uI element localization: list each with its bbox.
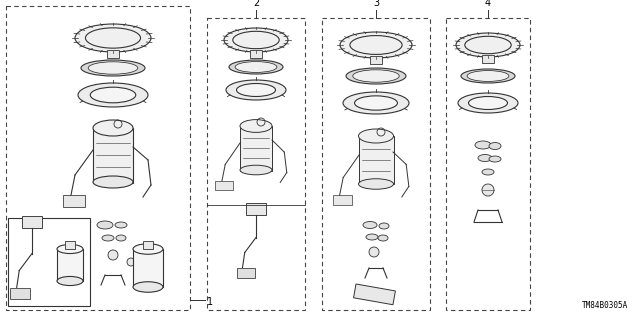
Ellipse shape	[346, 68, 406, 84]
Text: 1: 1	[207, 297, 213, 307]
Bar	[482, 55, 494, 63]
Ellipse shape	[81, 60, 145, 76]
Ellipse shape	[78, 83, 148, 107]
Ellipse shape	[233, 31, 279, 49]
Ellipse shape	[458, 93, 518, 113]
Bar	[57, 249, 83, 281]
Ellipse shape	[133, 282, 163, 292]
Ellipse shape	[133, 244, 163, 254]
Ellipse shape	[456, 33, 520, 57]
Ellipse shape	[229, 60, 283, 74]
Bar	[333, 195, 351, 205]
Ellipse shape	[226, 80, 286, 100]
Ellipse shape	[468, 97, 508, 109]
Ellipse shape	[482, 169, 494, 175]
Ellipse shape	[358, 179, 394, 189]
Ellipse shape	[86, 28, 141, 48]
Bar	[143, 241, 153, 249]
Text: 4: 4	[485, 0, 491, 8]
Bar	[65, 241, 75, 249]
Ellipse shape	[240, 120, 272, 132]
Circle shape	[369, 247, 379, 257]
Ellipse shape	[237, 84, 275, 97]
Bar	[93, 128, 133, 183]
Ellipse shape	[57, 277, 83, 286]
Ellipse shape	[355, 96, 397, 110]
Ellipse shape	[57, 244, 83, 254]
Ellipse shape	[366, 234, 378, 240]
Bar	[8, 218, 90, 306]
Text: 3: 3	[373, 0, 379, 8]
Ellipse shape	[350, 36, 402, 55]
Ellipse shape	[102, 235, 114, 241]
Bar	[359, 136, 394, 184]
Bar	[63, 195, 85, 207]
Ellipse shape	[489, 143, 501, 150]
Ellipse shape	[97, 221, 113, 229]
Bar	[216, 181, 234, 190]
Ellipse shape	[235, 62, 277, 72]
Circle shape	[108, 250, 118, 260]
Ellipse shape	[465, 36, 511, 54]
Bar	[207, 18, 305, 310]
Bar	[10, 287, 30, 299]
Ellipse shape	[93, 176, 133, 188]
Bar	[246, 203, 266, 215]
Bar	[240, 126, 272, 171]
Circle shape	[482, 184, 494, 196]
Ellipse shape	[343, 92, 409, 114]
Ellipse shape	[116, 235, 126, 241]
Bar	[322, 18, 430, 310]
Ellipse shape	[340, 32, 412, 58]
Ellipse shape	[379, 223, 389, 229]
Ellipse shape	[461, 69, 515, 83]
Circle shape	[127, 258, 135, 266]
Bar	[237, 268, 255, 278]
Bar	[353, 284, 396, 305]
Ellipse shape	[478, 154, 492, 161]
Ellipse shape	[90, 87, 136, 103]
Ellipse shape	[93, 120, 133, 136]
Bar	[22, 216, 42, 228]
Bar	[250, 50, 262, 58]
Bar	[446, 18, 530, 310]
Ellipse shape	[358, 129, 394, 143]
Ellipse shape	[475, 141, 491, 149]
Ellipse shape	[378, 235, 388, 241]
Text: TM84B0305A: TM84B0305A	[582, 301, 628, 310]
Ellipse shape	[240, 165, 272, 175]
Ellipse shape	[115, 222, 127, 228]
Ellipse shape	[75, 24, 151, 52]
Ellipse shape	[363, 221, 377, 228]
Text: 2: 2	[253, 0, 259, 8]
Ellipse shape	[467, 70, 509, 81]
Bar	[370, 56, 382, 64]
Ellipse shape	[353, 70, 399, 82]
Ellipse shape	[88, 62, 138, 74]
Ellipse shape	[489, 156, 501, 162]
Ellipse shape	[224, 28, 288, 52]
Bar	[133, 249, 163, 287]
Bar	[6, 6, 190, 310]
Bar	[107, 50, 119, 58]
